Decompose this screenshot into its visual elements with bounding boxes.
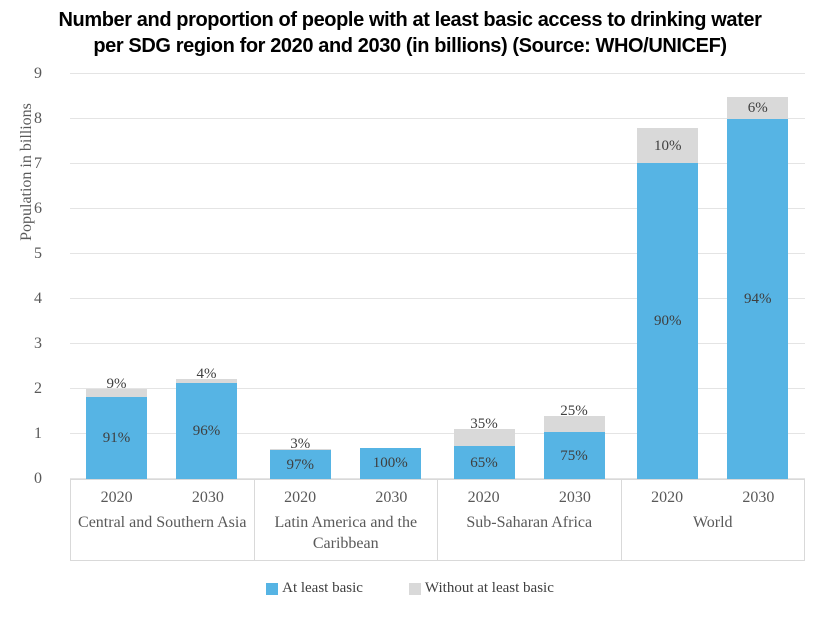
y-tick-label: 1 [34, 425, 42, 442]
bar-segment-basic [727, 119, 789, 479]
pct-label-basic: 90% [654, 313, 682, 330]
bar-segment-without [637, 128, 699, 164]
bar-segment-basic [176, 383, 237, 479]
legend-swatch-blue-icon [266, 582, 279, 595]
y-tick-label: 4 [34, 290, 42, 307]
gridline-6 [70, 208, 805, 209]
gridline-9 [70, 73, 805, 74]
y-tick-label: 2 [34, 380, 42, 397]
pct-label-without: 3% [290, 436, 311, 453]
pct-label-basic: 91% [102, 430, 131, 447]
y-tick-label: 0 [34, 470, 42, 487]
pct-label-without: 35% [470, 415, 498, 432]
year-label: 2030 [191, 489, 224, 506]
bar-segment-without [86, 389, 147, 398]
year-label: 2020 [100, 489, 133, 506]
y-tick-label: 9 [34, 65, 42, 82]
gridline-4 [70, 298, 805, 299]
y-tick-label: 5 [34, 245, 42, 262]
year-label: 2030 [375, 489, 408, 506]
category-axis: 2020 2030 Central and Southern Asia 2020 203… [70, 479, 805, 561]
legend: At least basic Without at least basic [0, 580, 820, 597]
bar-segment-basic [453, 446, 515, 479]
category-group: 2020 2030 Sub-Saharan Africa [437, 480, 621, 560]
chart-title: Number and proportion of people with at … [0, 7, 820, 59]
gridline-3 [70, 343, 805, 344]
pct-label-basic: 75% [560, 447, 588, 464]
pct-label-basic: 65% [470, 454, 498, 471]
region-label: World [692, 514, 733, 531]
legend-item-without-at-least-basic: Without at least basic [408, 580, 554, 597]
plot-area: 91% 9% 96% 4% 97% 3% 100% 65% 35% 75% 25% 90% 10% 94%… [70, 73, 805, 479]
y-tick-label: 3 [34, 335, 42, 352]
gridline-2 [70, 388, 805, 389]
year-label: 2020 [467, 489, 500, 506]
category-group: 2020 2030 World [620, 480, 805, 560]
year-label: 2030 [742, 489, 775, 506]
pct-label-basic: 97% [286, 456, 315, 473]
legend-item-at-least-basic: At least basic [266, 580, 363, 597]
gridline-5 [70, 253, 805, 254]
gridline-1 [70, 433, 805, 434]
year-label-row: 2020 2030 [622, 489, 805, 507]
y-tick-label: 7 [34, 155, 42, 172]
pct-label-basic: 94% [744, 291, 772, 308]
year-label-row: 2020 2030 [71, 489, 254, 507]
pct-label-without: 6% [747, 99, 768, 116]
bar-segment-without [453, 428, 515, 447]
bar-segment-basic [359, 447, 421, 479]
category-group: 2020 2030 Latin America and the Caribbean [253, 480, 438, 560]
bar-segment-basic [543, 432, 605, 479]
pct-label-without: 10% [654, 137, 682, 154]
pct-label-basic: 96% [192, 423, 221, 440]
pct-label-without: 25% [560, 403, 588, 420]
region-label: Latin America and the Caribbean [274, 514, 418, 552]
bar-segment-without [176, 379, 237, 384]
pct-label-without: 9% [106, 376, 127, 392]
y-tick-label: 6 [34, 200, 42, 217]
legend-label: At least basic [282, 580, 363, 596]
chart-title-line-2: per SDG region for 2020 and 2030 (in bil… [93, 35, 727, 57]
legend-swatch-gray-icon [408, 582, 421, 595]
pct-label-basic: 100% [372, 455, 408, 472]
year-label: 2030 [558, 489, 591, 506]
region-label: Central and Southern Asia [78, 514, 247, 531]
year-label-row: 2020 2030 [255, 489, 438, 507]
bar-segment-without [543, 416, 605, 433]
bar-segment-without [269, 449, 331, 451]
bar-segment-without [727, 96, 789, 120]
year-label: 2020 [284, 489, 317, 506]
y-tick-label: 8 [34, 110, 42, 127]
pct-label-without: 4% [196, 366, 217, 383]
legend-label: Without at least basic [424, 580, 554, 596]
year-label: 2020 [651, 489, 684, 506]
year-label-row: 2020 2030 [438, 489, 621, 507]
gridline-7 [70, 163, 805, 164]
bar-segment-basic [86, 397, 147, 479]
bar-segment-basic [637, 163, 699, 479]
category-group: 2020 2030 Central and Southern Asia [71, 480, 254, 560]
chart-title-line-1: Number and proportion of people with at … [58, 9, 762, 31]
gridline-8 [70, 118, 805, 119]
bar-segment-basic [269, 450, 331, 479]
region-label: Sub-Saharan Africa [466, 514, 593, 531]
gridline-0 [70, 478, 805, 479]
